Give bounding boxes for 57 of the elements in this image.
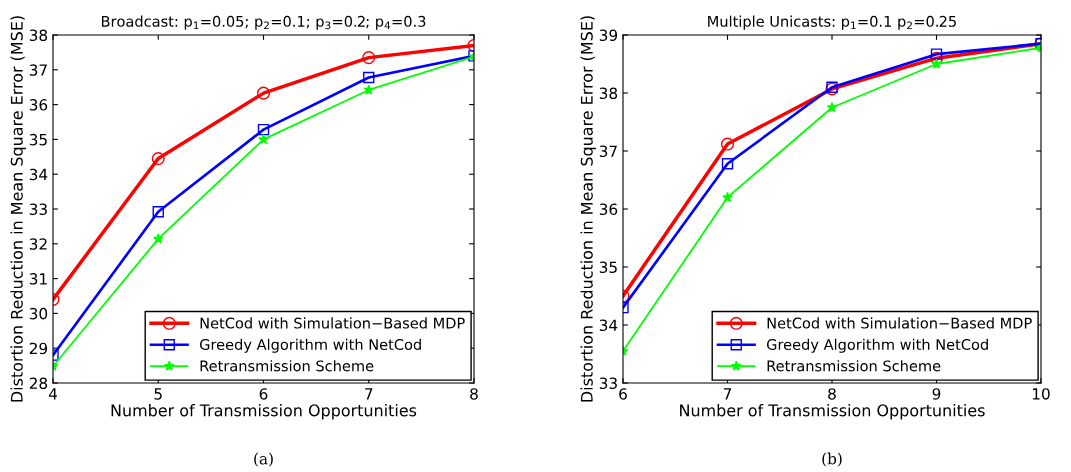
y-tick-label: 36 xyxy=(29,99,48,111)
point xyxy=(256,86,271,100)
x-tick-label: 6 xyxy=(619,388,627,400)
x-axis-title: Number of Transmission Opportunities xyxy=(680,404,985,420)
legend-label: Retransmission Scheme xyxy=(767,360,941,372)
y-tick-label: 37 xyxy=(29,64,47,76)
x-tick-label: 9 xyxy=(932,388,941,400)
y-axis-title: Distortion Reduction in Mean Square Error (MSE) xyxy=(10,16,26,402)
x-tick-label: 7 xyxy=(723,388,732,400)
x-axis-title: Number of Transmission Opportunities xyxy=(111,404,417,420)
x-tick-label: 4 xyxy=(48,388,57,400)
legend-label: Greedy Algorithm with NetCod xyxy=(199,338,421,353)
y-tick-label: 35 xyxy=(599,261,617,274)
y-tick-label: 29 xyxy=(29,342,48,355)
legend-label: Retransmission Scheme xyxy=(200,360,374,372)
point xyxy=(826,101,838,113)
x-tick-label: 7 xyxy=(365,388,373,400)
legend-label: Greedy Algorithm with NetCod xyxy=(766,338,988,353)
point xyxy=(722,191,733,203)
point xyxy=(363,84,375,95)
text: (a) xyxy=(254,452,273,467)
y-tick-label: 37 xyxy=(599,145,617,158)
point xyxy=(721,158,734,170)
point xyxy=(258,133,269,145)
point xyxy=(720,137,735,151)
y-tick-label: 31 xyxy=(29,273,47,285)
point xyxy=(152,206,164,218)
point xyxy=(931,58,942,69)
y-tick-label: 35 xyxy=(29,133,47,146)
chart-title: Multiple Unicasts: p$_{1}$=0.1 p$_{2}$=0.25 xyxy=(708,15,956,30)
point xyxy=(363,71,375,84)
y-tick-label: 33 xyxy=(29,203,47,216)
y-tick-label: 38 xyxy=(599,87,618,100)
x-tick-label: 10 xyxy=(1032,388,1050,400)
y-tick-label: 32 xyxy=(29,238,47,250)
chart-title: Broadcast: p$_{1}$=0.05; p$_{2}$=0.1; p$_{3}$=0.2; p$_{4}$=0.3 xyxy=(101,15,426,30)
x-tick-label: 6 xyxy=(259,388,268,400)
legend-label: NetCod with Simulation−Based MDP xyxy=(200,317,465,329)
y-tick-label: 34 xyxy=(29,168,48,181)
y-tick-label: 39 xyxy=(599,29,618,42)
y-tick-label: 36 xyxy=(599,203,618,216)
point xyxy=(362,51,376,65)
y-tick-label: 33 xyxy=(599,377,617,390)
point xyxy=(151,152,165,166)
point xyxy=(152,233,164,244)
x-tick-label: 8 xyxy=(470,388,478,400)
point xyxy=(257,123,270,136)
y-tick-label: 38 xyxy=(29,29,48,42)
x-tick-label: 5 xyxy=(154,388,162,400)
point xyxy=(930,48,943,60)
legend-label: NetCod with Simulation−Based MDP xyxy=(767,317,1032,329)
x-tick-label: 8 xyxy=(828,388,836,400)
y-tick-label: 28 xyxy=(29,377,48,390)
text: (b) xyxy=(822,452,842,467)
y-tick-label: 34 xyxy=(599,319,618,332)
y-tick-label: 30 xyxy=(29,307,48,320)
y-axis-title: Distortion Reduction in Mean Square Error (MSE) xyxy=(580,16,596,402)
